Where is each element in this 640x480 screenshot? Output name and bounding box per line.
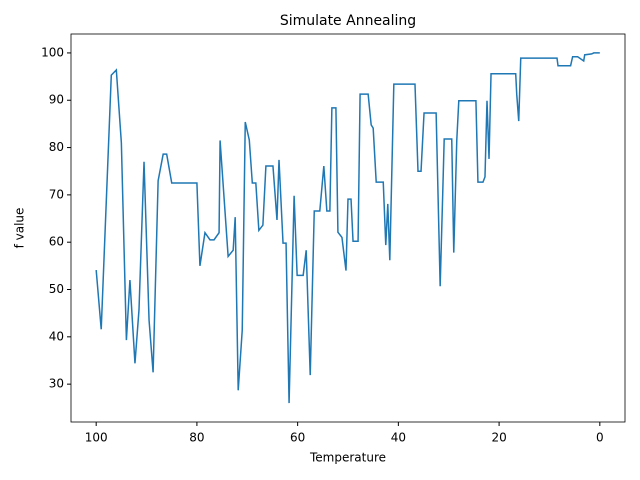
y-tick-label: 40 (49, 329, 64, 343)
y-tick-label: 50 (49, 282, 64, 296)
x-tick-label: 20 (491, 431, 506, 445)
plot-frame (70, 33, 626, 423)
x-axis-label: Temperature (309, 451, 386, 465)
y-axis-label: f value (13, 208, 27, 249)
y-tick-label: 60 (49, 235, 64, 249)
y-tick-label: 70 (49, 187, 64, 201)
x-tick-label: 80 (189, 431, 204, 445)
y-tick-label: 90 (49, 93, 64, 107)
x-tick-label: 40 (391, 431, 406, 445)
x-tick-label: 60 (290, 431, 305, 445)
x-tick-label: 100 (85, 431, 108, 445)
chart-title: Simulate Annealing (280, 13, 416, 29)
y-tick-label: 30 (49, 377, 64, 391)
y-tick-label: 80 (49, 140, 64, 154)
x-tick-label: 0 (596, 431, 604, 445)
y-tick-label: 100 (41, 45, 64, 59)
data-line (95, 52, 600, 404)
